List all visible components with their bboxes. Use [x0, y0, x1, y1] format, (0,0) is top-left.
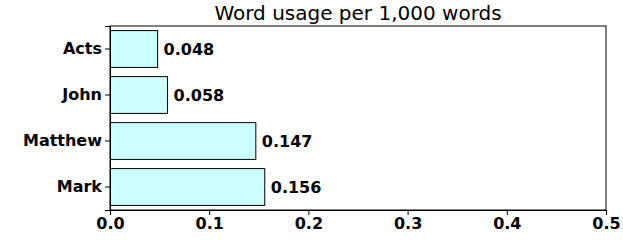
y-tick-label: Acts	[63, 39, 102, 58]
y-tick-mark	[105, 95, 110, 96]
bar	[110, 169, 265, 206]
x-tick: 0.2	[295, 210, 323, 233]
x-tick: 0.0	[96, 210, 124, 233]
x-tick-label: 0.0	[96, 214, 124, 233]
x-tick-label: 0.3	[394, 214, 422, 233]
y-tick-label: Matthew	[23, 131, 102, 150]
data-labels: 0.048 0.058 0.147 0.156	[164, 40, 322, 197]
bar	[110, 31, 158, 68]
y-tick-mark	[105, 187, 110, 188]
y-tick: Matthew	[23, 131, 110, 150]
y-tick-mark	[105, 49, 110, 50]
y-tick: Mark	[57, 177, 110, 196]
y-axis-line	[105, 27, 111, 211]
chart: 0.0 0.1 0.2 0.3 0.4 0.5 Acts John Matthew Mark 0.0…	[0, 0, 623, 240]
y-tick: Acts	[63, 39, 110, 58]
x-tick-label: 0.5	[592, 214, 620, 233]
data-label: 0.058	[174, 86, 225, 105]
data-label: 0.147	[262, 132, 313, 151]
x-axis-line	[111, 211, 607, 216]
bar	[110, 123, 256, 160]
data-label: 0.156	[271, 178, 322, 197]
x-tick-label: 0.2	[295, 214, 323, 233]
y-tick: John	[61, 85, 110, 104]
x-tick-label: 0.4	[493, 214, 521, 233]
x-tick: 0.1	[196, 210, 224, 233]
bar	[110, 77, 168, 114]
plot-frame	[110, 26, 606, 210]
y-axis: Acts John Matthew Mark	[23, 27, 111, 211]
x-tick: 0.4	[493, 210, 521, 233]
x-tick-label: 0.1	[196, 214, 224, 233]
y-tick-label: John	[61, 85, 102, 104]
x-axis: 0.0 0.1 0.2 0.3 0.4 0.5	[96, 210, 620, 233]
y-tick-label: Mark	[57, 177, 103, 196]
bars	[110, 31, 265, 206]
x-tick: 0.3	[394, 210, 422, 233]
data-label: 0.048	[164, 40, 215, 59]
plot: 0.0 0.1 0.2 0.3 0.4 0.5 Acts John Matthew Mark 0.0…	[23, 26, 621, 233]
title: Word usage per 1,000 words	[214, 1, 501, 25]
y-tick-mark	[105, 141, 110, 142]
x-tick: 0.5	[592, 210, 620, 233]
